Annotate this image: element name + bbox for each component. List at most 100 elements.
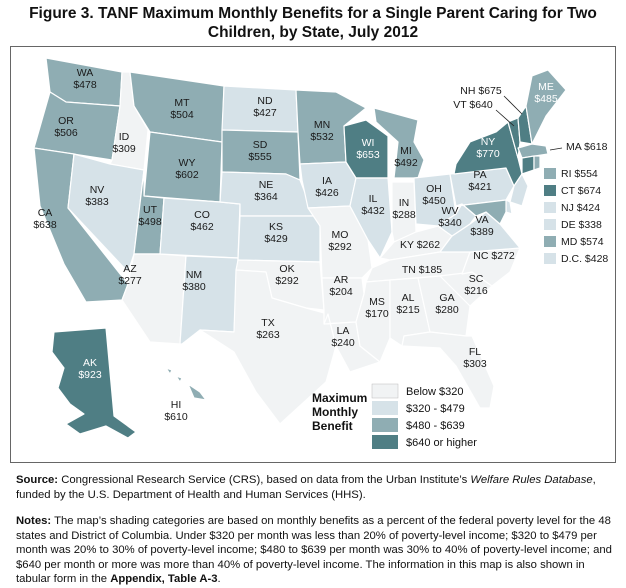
label-ar: AR xyxy=(334,274,349,286)
box-ri xyxy=(544,168,556,179)
state-ga xyxy=(417,275,471,337)
value-sc: $216 xyxy=(464,285,488,297)
value-wi: $653 xyxy=(356,149,380,161)
value-fl: $303 xyxy=(463,358,487,370)
source-note: Source: Congressional Research Service (… xyxy=(16,473,612,502)
value-wa: $478 xyxy=(73,79,97,91)
label-va: VA xyxy=(475,214,488,226)
box-dc xyxy=(544,253,556,264)
label-nc: NC $272 xyxy=(473,250,515,262)
source-database: Welfare Rules Database xyxy=(470,474,593,486)
legend-title-2: Monthly xyxy=(312,405,358,419)
value-ny: $770 xyxy=(476,148,500,160)
label-md: MD $574 xyxy=(561,236,604,248)
value-nd: $427 xyxy=(253,107,277,119)
box-md xyxy=(544,236,556,247)
value-or: $506 xyxy=(54,127,78,139)
label-or: OR xyxy=(58,115,74,127)
label-ga: GA xyxy=(439,292,454,304)
label-ks: KS xyxy=(269,221,283,233)
label-dc: D.C. $428 xyxy=(561,253,608,265)
legend-item-1: Below $320 xyxy=(406,386,464,398)
label-mt: MT xyxy=(174,97,190,109)
value-il: $432 xyxy=(361,205,385,217)
value-ak: $923 xyxy=(78,369,102,381)
value-mn: $532 xyxy=(310,131,334,143)
legend-swatch-2 xyxy=(372,401,398,415)
state-ma xyxy=(517,143,549,159)
label-la: LA xyxy=(337,325,350,337)
state-ks xyxy=(237,215,321,263)
value-mo: $292 xyxy=(328,241,352,253)
label-in: IN xyxy=(399,197,410,209)
label-ok: OK xyxy=(279,263,294,275)
value-co: $462 xyxy=(190,221,214,233)
value-tx: $263 xyxy=(256,329,280,341)
label-wi: WI xyxy=(362,137,375,149)
notes-text: The map’s shading categories are based o… xyxy=(16,515,612,585)
notes-appendix: Appendix, Table A-3 xyxy=(110,573,218,585)
label-de: DE $338 xyxy=(561,219,602,231)
value-wy: $602 xyxy=(175,169,199,181)
state-nj xyxy=(509,173,529,207)
value-pa: $421 xyxy=(468,181,492,193)
value-me: $485 xyxy=(534,93,558,105)
state-ny xyxy=(453,121,523,187)
value-wv: $340 xyxy=(438,217,462,229)
legend-item-4: $640 or higher xyxy=(406,437,477,449)
value-ok: $292 xyxy=(275,275,299,287)
source-text-1: Congressional Research Service (CRS), ba… xyxy=(58,474,471,486)
figure-title-line2: Children, by State, July 2012 xyxy=(207,24,419,41)
value-ne: $364 xyxy=(254,191,278,203)
value-in: $288 xyxy=(392,209,416,221)
legend-title-3: Benefit xyxy=(312,419,353,433)
label-fl: FL xyxy=(469,346,481,358)
state-tx xyxy=(199,269,337,425)
label-wa: WA xyxy=(77,67,94,79)
value-ks: $429 xyxy=(264,233,288,245)
label-mi: MI xyxy=(400,145,412,157)
value-sd: $555 xyxy=(248,151,272,163)
value-la: $240 xyxy=(331,337,355,349)
label-ca: CA xyxy=(38,207,53,219)
state-hi xyxy=(165,367,207,401)
label-mn: MN xyxy=(314,119,330,131)
value-id: $309 xyxy=(112,143,136,155)
leader-ma xyxy=(549,147,563,151)
figure-title-line1: Figure 3. TANF Maximum Monthly Benefits … xyxy=(29,5,597,22)
label-ut: UT xyxy=(143,204,158,216)
leader-vt xyxy=(495,109,515,127)
leader-nh xyxy=(503,95,523,115)
label-sd: SD xyxy=(253,139,268,151)
source-label: Source: xyxy=(16,474,59,486)
label-al: AL xyxy=(402,292,415,304)
value-nv: $383 xyxy=(85,196,109,208)
legend-title-1: Maximum xyxy=(312,391,367,405)
label-ny: NY xyxy=(481,136,496,148)
state-ri xyxy=(533,155,541,171)
label-ak: AK xyxy=(83,357,97,369)
figure-title: Figure 3. TANF Maximum Monthly Benefits … xyxy=(0,4,626,42)
value-ga: $280 xyxy=(435,304,459,316)
label-vt: VT $640 xyxy=(453,99,493,111)
us-map: WA $478 OR $506 CA $638 ID $309 NV $383 … xyxy=(33,57,608,449)
label-mo: MO xyxy=(332,229,349,241)
box-ct xyxy=(544,185,556,196)
label-nd: ND xyxy=(257,95,273,107)
box-de xyxy=(544,219,556,230)
label-ne: NE xyxy=(259,179,274,191)
value-ms: $170 xyxy=(365,308,389,320)
label-wy: WY xyxy=(179,157,196,169)
label-il: IL xyxy=(369,193,378,205)
value-ut: $498 xyxy=(138,216,162,228)
box-nj xyxy=(544,202,556,213)
value-va: $389 xyxy=(470,226,494,238)
map-legend: Maximum Monthly Benefit Below $320 $320 … xyxy=(312,383,477,449)
state-ct xyxy=(521,155,535,175)
label-oh: OH xyxy=(426,183,442,195)
label-tn: TN $185 xyxy=(402,264,442,276)
label-hi: HI xyxy=(171,399,182,411)
state-fl xyxy=(401,331,495,409)
value-mi: $492 xyxy=(394,157,418,169)
legend-swatch-4 xyxy=(372,435,398,449)
